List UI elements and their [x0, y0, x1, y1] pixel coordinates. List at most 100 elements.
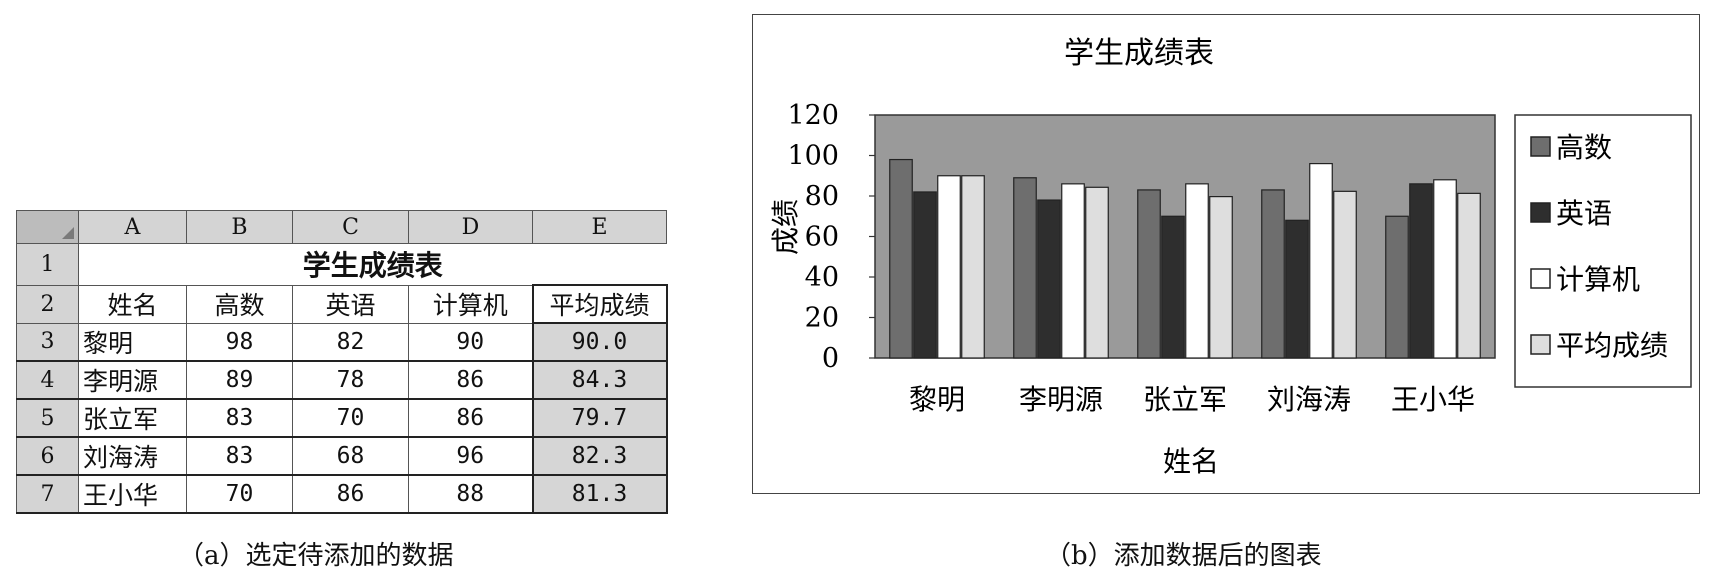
- sheet-row-2: 2 姓名 高数 英语 计算机 平均成绩: [16, 284, 668, 324]
- english-cell[interactable]: 70: [292, 398, 409, 438]
- bar: [1209, 196, 1233, 359]
- average-cell[interactable]: 79.7: [531, 398, 668, 438]
- y-tick-label: 60: [805, 222, 839, 253]
- sheet-title-cell[interactable]: 学生成绩表: [78, 243, 667, 286]
- english-cell[interactable]: 82: [292, 322, 409, 362]
- bar: [1061, 183, 1085, 359]
- bar: [1037, 199, 1061, 359]
- header-cell-english[interactable]: 英语: [292, 284, 409, 324]
- bar: [1385, 215, 1409, 359]
- bar: [961, 175, 985, 359]
- bar: [913, 191, 937, 359]
- select-all-corner[interactable]: [16, 210, 79, 244]
- computer-cell[interactable]: 88: [408, 474, 533, 514]
- sheet-row-1: 1 学生成绩表: [16, 243, 667, 286]
- bar: [1261, 189, 1285, 359]
- x-tick-label: 李明源: [1019, 383, 1103, 416]
- computer-cell[interactable]: 90: [408, 322, 533, 362]
- bar: [1285, 219, 1309, 359]
- table-row: 6 刘海涛 83 68 96 82.3: [16, 436, 668, 476]
- bar: [1137, 189, 1161, 359]
- column-header-e[interactable]: E: [532, 210, 667, 244]
- spreadsheet: A B C D E 1 学生成绩表 2 姓名 高数 英语 计算机 平均成绩 3 …: [16, 210, 668, 514]
- bar: [1309, 163, 1333, 359]
- bar: [1333, 190, 1357, 359]
- average-cell[interactable]: 82.3: [531, 436, 668, 476]
- legend-entry: 高数: [1556, 131, 1612, 164]
- row-header[interactable]: 1: [16, 243, 79, 286]
- column-header-d[interactable]: D: [408, 210, 533, 244]
- plot-layer: 0 20 40 60 80 100 120 黎明 李明源 张立军 刘海涛 王小华: [787, 100, 1496, 416]
- y-axis-label: 成绩: [769, 199, 802, 255]
- english-cell[interactable]: 68: [292, 436, 409, 476]
- bar-chart: 学生成绩表 0 20 40 60 80 100 120 黎明 李明源 张立军 刘海涛 王小华 成绩 姓…: [769, 36, 1692, 478]
- x-tick-label: 张立军: [1143, 383, 1227, 416]
- column-header-row: A B C D E: [16, 210, 667, 244]
- y-tick-label: 0: [822, 343, 839, 374]
- row-header[interactable]: 7: [16, 474, 79, 514]
- average-cell[interactable]: 81.3: [531, 474, 668, 514]
- row-header[interactable]: 3: [16, 322, 79, 362]
- math-cell[interactable]: 89: [186, 360, 293, 400]
- row-header[interactable]: 6: [16, 436, 79, 476]
- name-cell[interactable]: 黎明: [78, 322, 187, 362]
- name-cell[interactable]: 刘海涛: [78, 436, 187, 476]
- computer-cell[interactable]: 86: [408, 360, 533, 400]
- table-row: 3 黎明 98 82 90 90.0: [16, 322, 668, 362]
- math-cell[interactable]: 83: [186, 398, 293, 438]
- bar: [1013, 177, 1037, 359]
- y-tick-label: 20: [805, 303, 839, 334]
- math-cell[interactable]: 83: [186, 436, 293, 476]
- average-cell[interactable]: 90.0: [531, 322, 668, 362]
- table-row: 5 张立军 83 70 86 79.7: [16, 398, 668, 438]
- chart-title: 学生成绩表: [1064, 36, 1214, 71]
- x-axis-label: 姓名: [1163, 445, 1219, 478]
- bar: [1457, 192, 1481, 359]
- bar: [1085, 186, 1109, 359]
- math-cell[interactable]: 70: [186, 474, 293, 514]
- caption-a: （a）选定待添加的数据: [178, 541, 454, 571]
- chart-area[interactable]: 学生成绩表 0 20 40 60 80 100 120 黎明 李明源 张立军 刘海涛 王小华 成绩 姓…: [752, 14, 1700, 494]
- table-row: 7 王小华 70 86 88 81.3: [16, 474, 668, 514]
- bar: [1185, 183, 1209, 359]
- row-header[interactable]: 5: [16, 398, 79, 438]
- legend-swatch: [1530, 202, 1551, 223]
- caption-b: （b）添加数据后的图表: [1045, 541, 1322, 571]
- average-cell[interactable]: 84.3: [531, 360, 668, 400]
- bar: [937, 175, 961, 359]
- x-tick-label: 黎明: [909, 383, 965, 416]
- bar: [1433, 179, 1457, 359]
- x-tick-label: 王小华: [1391, 383, 1475, 416]
- legend-entry: 英语: [1556, 197, 1612, 230]
- name-cell[interactable]: 李明源: [78, 360, 187, 400]
- x-tick-label: 刘海涛: [1267, 383, 1351, 416]
- header-cell-computer[interactable]: 计算机: [408, 284, 533, 324]
- row-header[interactable]: 2: [16, 284, 79, 324]
- bar: [1409, 183, 1433, 359]
- legend-entry: 平均成绩: [1556, 329, 1668, 362]
- name-cell[interactable]: 王小华: [78, 474, 187, 514]
- bar: [889, 158, 913, 359]
- computer-cell[interactable]: 96: [408, 436, 533, 476]
- row-header[interactable]: 4: [16, 360, 79, 400]
- header-cell-name[interactable]: 姓名: [78, 284, 187, 324]
- column-header-c[interactable]: C: [292, 210, 409, 244]
- header-cell-math[interactable]: 高数: [186, 284, 293, 324]
- column-header-a[interactable]: A: [78, 210, 187, 244]
- bar: [1161, 215, 1185, 359]
- legend-swatch: [1530, 268, 1551, 289]
- legend-swatch: [1530, 136, 1551, 157]
- y-tick-label: 100: [787, 141, 839, 172]
- english-cell[interactable]: 86: [292, 474, 409, 514]
- column-header-b[interactable]: B: [186, 210, 293, 244]
- legend-entry: 计算机: [1556, 263, 1640, 296]
- header-cell-average[interactable]: 平均成绩: [531, 284, 668, 324]
- legend-swatch: [1530, 334, 1551, 355]
- y-tick-label: 120: [787, 100, 839, 131]
- computer-cell[interactable]: 86: [408, 398, 533, 438]
- table-row: 4 李明源 89 78 86 84.3: [16, 360, 668, 400]
- math-cell[interactable]: 98: [186, 322, 293, 362]
- name-cell[interactable]: 张立军: [78, 398, 187, 438]
- english-cell[interactable]: 78: [292, 360, 409, 400]
